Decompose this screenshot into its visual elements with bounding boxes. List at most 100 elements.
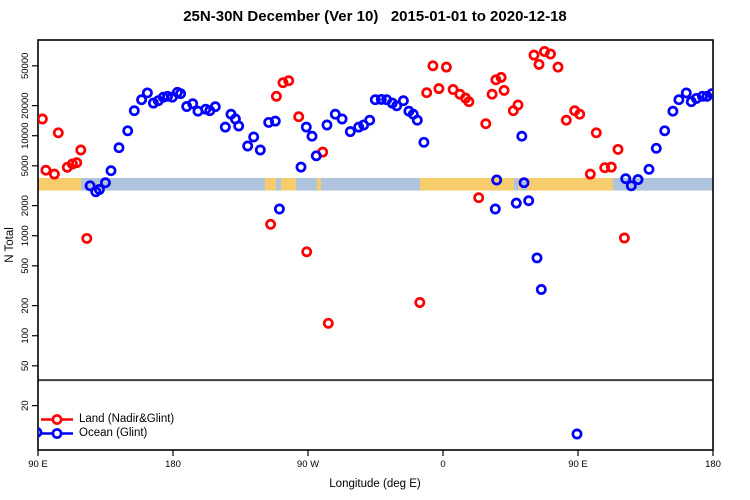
data-point-land [486, 88, 498, 100]
data-point-ocean [248, 131, 260, 143]
data-point-ocean [300, 121, 312, 133]
data-point-land [498, 84, 510, 96]
data-point-ocean [523, 195, 535, 207]
y-tick-label: 20000 [20, 92, 31, 118]
data-point-ocean [329, 108, 341, 120]
data-point-ocean [690, 92, 702, 104]
data-point-ocean [369, 94, 381, 106]
data-point-land [463, 96, 475, 108]
strip-land-segment [264, 177, 277, 191]
data-point-ocean [175, 88, 187, 100]
data-point-land [584, 168, 596, 180]
data-point-ocean [571, 428, 583, 440]
strip-land-segment [281, 177, 296, 191]
data-point-land [301, 246, 313, 258]
data-point-land [512, 99, 524, 111]
data-point-land [605, 161, 617, 173]
y-tick-label: 2000 [20, 195, 31, 216]
data-point-land [283, 75, 295, 87]
data-point-land [473, 192, 485, 204]
data-point-ocean [336, 113, 348, 125]
legend-item-ocean: Ocean (Glint) [40, 426, 174, 440]
data-point-ocean [680, 87, 692, 99]
data-point-land [560, 114, 572, 126]
legend-label-land: Land (Nadir&Glint) [79, 413, 175, 425]
data-point-land [612, 143, 624, 155]
data-point-ocean [706, 88, 713, 100]
y-tick-label: 1000 [20, 225, 31, 246]
data-point-land [421, 87, 433, 99]
data-point-ocean [364, 114, 376, 126]
data-point-land [38, 113, 48, 125]
data-point-land [545, 48, 556, 60]
strip-land-segment [527, 177, 613, 191]
data-point-land [427, 60, 439, 72]
data-point-land [528, 49, 540, 61]
data-point-ocean [242, 140, 254, 152]
data-point-ocean [209, 101, 221, 113]
data-point-ocean [93, 184, 105, 195]
data-point-land [480, 118, 492, 130]
data-point-ocean [659, 125, 671, 137]
data-point-ocean [535, 284, 547, 295]
data-point-ocean [269, 115, 281, 127]
data-point-ocean [310, 150, 322, 162]
y-tick-label: 200 [20, 298, 31, 314]
data-point-land [293, 111, 305, 123]
data-point-ocean [397, 95, 409, 107]
legend-label-ocean: Ocean (Glint) [79, 427, 148, 439]
data-point-land [495, 71, 507, 83]
y-tick-label: 10000 [20, 123, 31, 149]
data-point-land [618, 232, 630, 244]
x-tick-label: 180 [165, 459, 181, 470]
data-point-land [440, 61, 452, 73]
data-point-ocean [632, 174, 644, 186]
data-point-land [270, 90, 282, 102]
data-point-ocean [219, 121, 231, 133]
land-ocean-map-strip [38, 177, 713, 191]
data-point-ocean [518, 177, 530, 189]
data-point-ocean [233, 120, 245, 132]
legend: Land (Nadir&Glint) Ocean (Glint) [40, 412, 174, 440]
data-point-ocean [510, 197, 522, 209]
data-point-ocean [263, 116, 275, 128]
data-point-ocean [162, 90, 174, 102]
data-point-ocean [136, 94, 148, 106]
data-point-land [590, 127, 602, 139]
data-point-land [322, 317, 334, 329]
strip-land-segment [420, 177, 514, 191]
x-tick-label: 90 E [28, 459, 48, 470]
data-point-ocean [122, 125, 134, 137]
data-point-ocean [625, 180, 637, 192]
data-point-ocean [531, 252, 543, 264]
data-point-ocean [344, 126, 356, 138]
y-tick-label: 50000 [20, 53, 31, 79]
data-point-ocean [99, 177, 111, 189]
data-point-ocean [411, 114, 423, 126]
x-tick-label: 180 [705, 459, 721, 470]
data-point-ocean [321, 119, 333, 131]
x-tick-label: 90 W [297, 459, 319, 470]
y-tick-label: 5000 [20, 155, 31, 176]
data-point-ocean [375, 93, 387, 105]
data-point-ocean [391, 100, 403, 112]
y-tick-label: 50 [20, 361, 31, 372]
legend-land-circle-icon [51, 413, 63, 425]
data-point-land [414, 297, 426, 308]
data-point-land [490, 74, 502, 86]
data-point-ocean [141, 87, 153, 99]
data-point-land [75, 144, 87, 156]
data-point-ocean [187, 98, 199, 110]
legend-ocean-circle-icon [51, 427, 63, 439]
data-point-ocean [489, 203, 501, 215]
data-point-ocean [696, 90, 708, 102]
data-point-ocean [273, 203, 285, 215]
data-point-land [81, 232, 93, 244]
ocean-series-symbol [41, 427, 73, 439]
data-point-ocean [418, 136, 430, 148]
y-tick-label: 100 [20, 328, 31, 344]
data-point-ocean [113, 142, 125, 154]
data-points-layer [38, 46, 713, 440]
